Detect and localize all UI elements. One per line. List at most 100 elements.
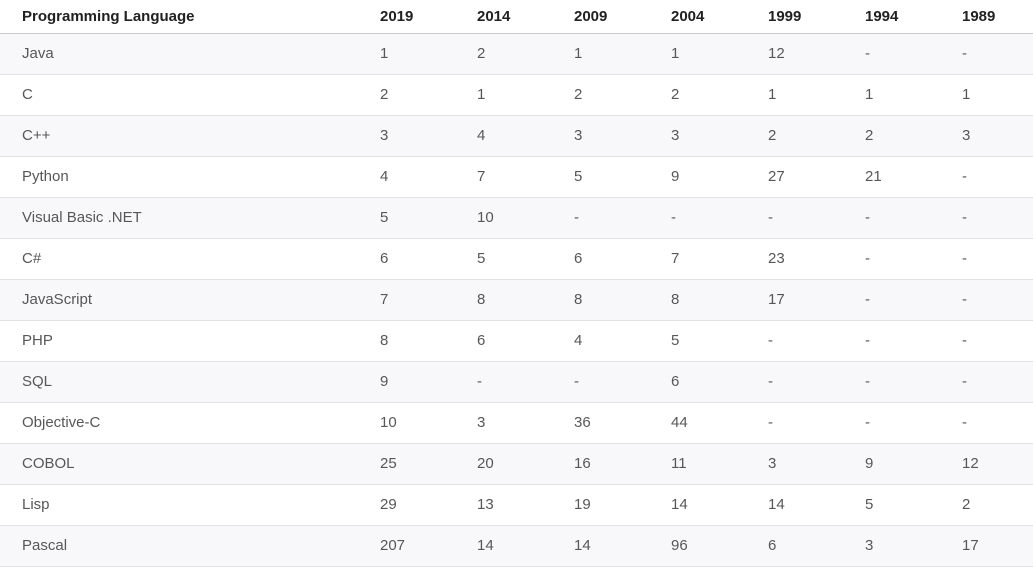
rank-cell: 9 [354, 361, 451, 403]
rank-cell: - [839, 197, 936, 239]
rank-cell: 2 [645, 74, 742, 116]
rank-cell: 10 [354, 402, 451, 444]
table-row-cutoff [0, 566, 1033, 570]
rank-cell: - [742, 320, 839, 362]
column-header-2004: 2004 [645, 0, 742, 34]
rank-cell: 14 [451, 525, 548, 567]
rank-cell: 12 [936, 443, 1033, 485]
language-cell: Java [0, 33, 354, 75]
rank-cell: 6 [645, 361, 742, 403]
table-row: Lisp 29 13 19 14 14 5 2 [0, 484, 1033, 526]
rank-cell: 20 [451, 443, 548, 485]
column-header-1994: 1994 [839, 0, 936, 34]
rank-cell: - [451, 361, 548, 403]
rank-cell: 17 [936, 525, 1033, 567]
column-header-2019: 2019 [354, 0, 451, 34]
language-cell: Pascal [0, 525, 354, 567]
rank-cell: - [936, 361, 1033, 403]
language-cell: C [0, 74, 354, 116]
table-row: C++ 3 4 3 3 2 2 3 [0, 115, 1033, 157]
rank-cell: 36 [548, 402, 645, 444]
rank-cell: 8 [548, 279, 645, 321]
rank-cell: 4 [451, 115, 548, 157]
rank-cell: - [742, 197, 839, 239]
rank-cell: 6 [354, 238, 451, 280]
rank-cell: 5 [839, 484, 936, 526]
language-cell: PHP [0, 320, 354, 362]
table-row: Java 1 2 1 1 12- - [0, 33, 1033, 75]
language-cell: COBOL [0, 443, 354, 485]
rank-cell: 4 [548, 320, 645, 362]
rank-cell: 29 [354, 484, 451, 526]
rank-cell: 17 [742, 279, 839, 321]
rank-cell: 3 [354, 115, 451, 157]
table-row: C# 6 5 6 7 23- - [0, 238, 1033, 280]
rank-cell: - [548, 197, 645, 239]
language-cell: Python [0, 156, 354, 198]
rank-cell: 3 [936, 115, 1033, 157]
rank-cell: 8 [451, 279, 548, 321]
rank-cell: 1 [645, 33, 742, 75]
rank-cell: 9 [839, 443, 936, 485]
table-row: Objective-C 10 3 36 44- - - [0, 402, 1033, 444]
language-cell: Visual Basic .NET [0, 197, 354, 239]
column-header-1999: 1999 [742, 0, 839, 34]
rank-cell: 5 [354, 197, 451, 239]
column-header-2014: 2014 [451, 0, 548, 34]
column-header-language: Programming Language [0, 0, 354, 34]
rank-cell: - [936, 197, 1033, 239]
language-cell: JavaScript [0, 279, 354, 321]
rank-cell: 3 [839, 525, 936, 567]
rank-cell: - [839, 238, 936, 280]
rank-cell: 19 [548, 484, 645, 526]
language-cell: C# [0, 238, 354, 280]
rank-cell: 6 [548, 238, 645, 280]
rank-cell: - [936, 320, 1033, 362]
rank-cell: 7 [645, 238, 742, 280]
rank-cell: 7 [451, 156, 548, 198]
rank-cell: 1 [548, 33, 645, 75]
rank-cell: 3 [451, 402, 548, 444]
rank-cell: 3 [742, 443, 839, 485]
rank-cell: - [936, 33, 1033, 75]
empty-cell [0, 566, 1033, 570]
rank-cell: 13 [451, 484, 548, 526]
rank-cell: 12 [742, 33, 839, 75]
rank-cell: 44 [645, 402, 742, 444]
rank-cell: 1 [936, 74, 1033, 116]
rank-cell: 207 [354, 525, 451, 567]
rank-cell: 1 [354, 33, 451, 75]
rank-cell: - [839, 279, 936, 321]
rank-cell: 1 [742, 74, 839, 116]
header-row: Programming Language 2019 2014 2009 2004… [0, 0, 1033, 34]
rank-cell: 14 [742, 484, 839, 526]
rank-cell: 2 [742, 115, 839, 157]
rank-cell: 2 [548, 74, 645, 116]
rank-cell: - [936, 402, 1033, 444]
rank-cell: - [936, 156, 1033, 198]
rank-cell: 5 [548, 156, 645, 198]
language-cell: Lisp [0, 484, 354, 526]
rank-cell: 11 [645, 443, 742, 485]
rank-cell: 4 [354, 156, 451, 198]
table-row: SQL 9- -6- - - [0, 361, 1033, 403]
rank-cell: 1 [839, 74, 936, 116]
column-header-2009: 2009 [548, 0, 645, 34]
table-row: COBOL 25 20 16 11 3 9 12 [0, 443, 1033, 485]
rank-cell: 3 [645, 115, 742, 157]
language-cell: C++ [0, 115, 354, 157]
rank-cell: 14 [645, 484, 742, 526]
rank-cell: 2 [839, 115, 936, 157]
rank-cell: 3 [548, 115, 645, 157]
column-header-1989: 1989 [936, 0, 1033, 34]
rank-cell: 1 [451, 74, 548, 116]
rank-cell: 6 [742, 525, 839, 567]
rank-cell: 2 [354, 74, 451, 116]
rank-cell: 2 [936, 484, 1033, 526]
rank-cell: - [742, 402, 839, 444]
table-row: Python 4 7 5 9 27 21- [0, 156, 1033, 198]
rank-cell: 10 [451, 197, 548, 239]
rank-cell: 7 [354, 279, 451, 321]
rank-cell: 16 [548, 443, 645, 485]
